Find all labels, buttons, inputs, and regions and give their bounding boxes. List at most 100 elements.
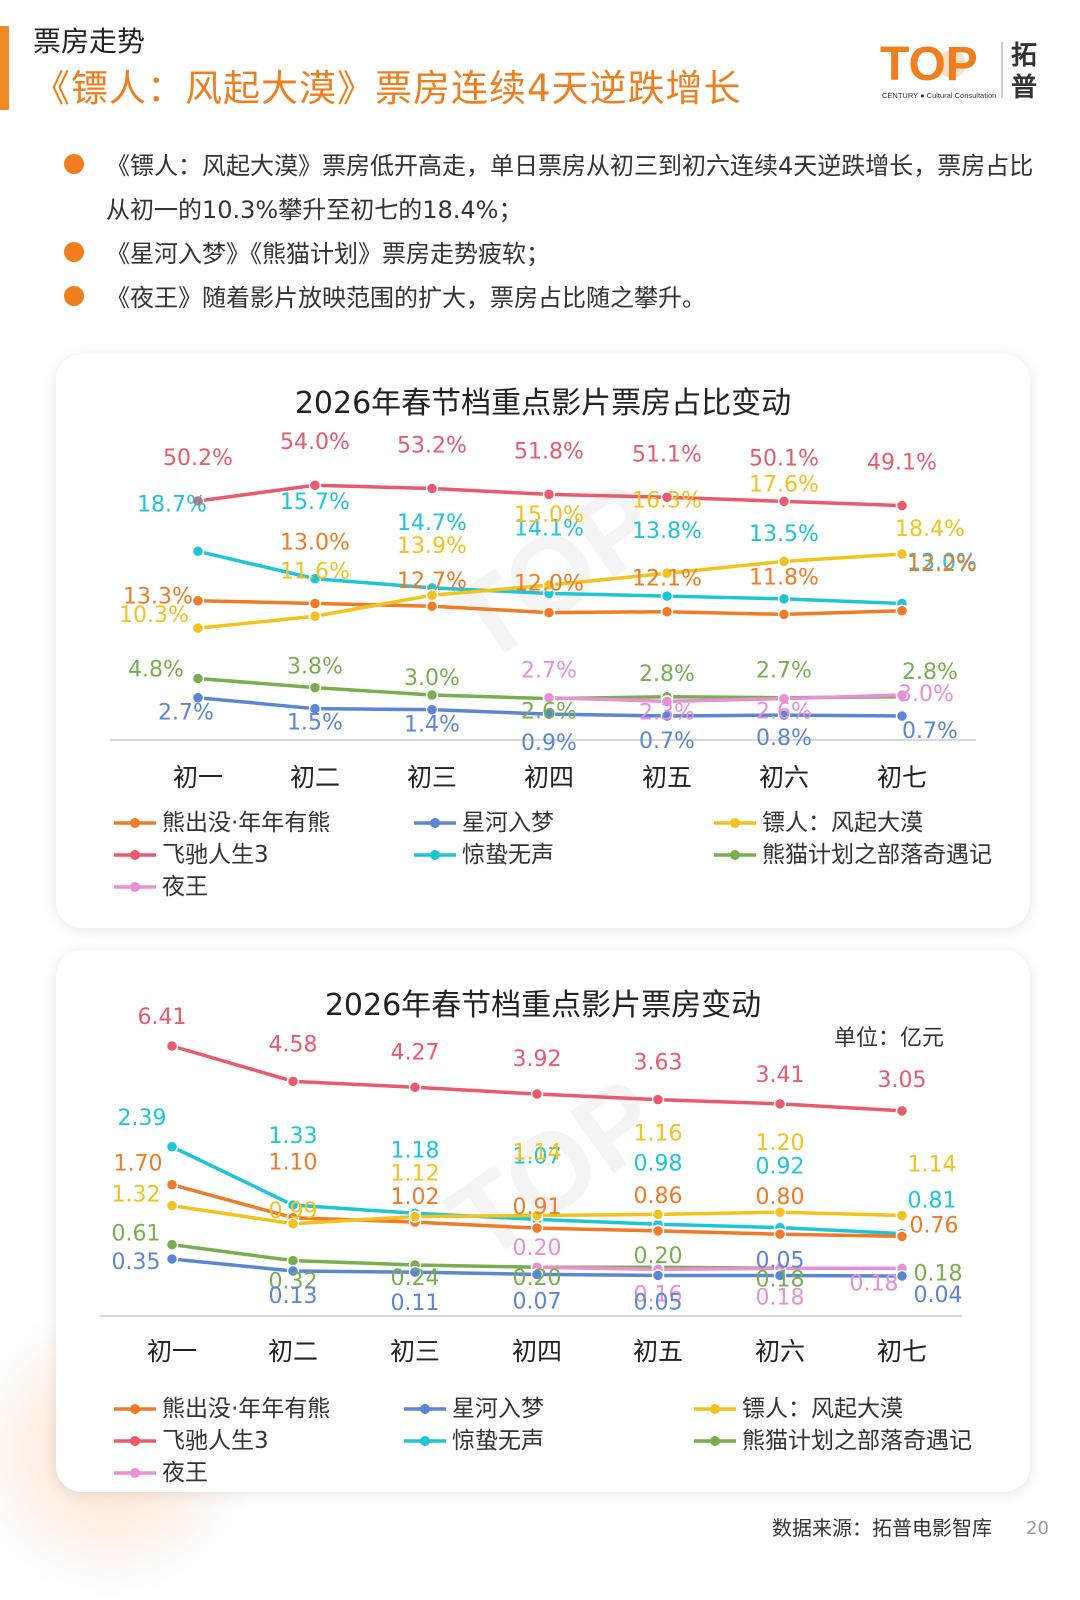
bullet-dot-icon [64, 286, 84, 306]
series-3-data-label: 3.92 [513, 1047, 562, 1072]
series-6-data-label: 0.18 [756, 1285, 805, 1310]
series-0-point [530, 1221, 544, 1235]
series-3-data-label: 49.1% [867, 451, 937, 476]
series-2-point [530, 1209, 544, 1222]
series-5-data-label: 4.8% [128, 657, 184, 682]
series-1-point [542, 707, 556, 721]
series-1-point [773, 1269, 787, 1282]
series-4-data-label: 14.1% [514, 516, 584, 541]
legend-line-icon [114, 1468, 156, 1478]
legend-label: 熊出没·年年有熊 [162, 1396, 331, 1422]
series-4-data-label: 14.7% [397, 511, 467, 536]
legend-line-icon [114, 850, 156, 860]
series-6-data-label: 2.6% [756, 700, 812, 725]
series-2-point [660, 567, 674, 580]
legend-line-icon [694, 1436, 736, 1446]
x-tick-label: 初五 [633, 1337, 683, 1366]
series-1-point [777, 708, 791, 722]
bullet-item: 《镖人：风起大漠》票房低开高走，单日票房从初三到初六连续4天逆跌增长，票房占比从… [60, 144, 1040, 232]
series-2-point [165, 1199, 179, 1212]
series-2-point [425, 588, 439, 602]
series-0-data-label: 13.3% [123, 585, 193, 610]
series-3-point [895, 499, 909, 512]
series-5-data-label: 0.20 [513, 1266, 562, 1291]
logo-subtext: CENTURY ● Cultural Consultation [882, 91, 996, 100]
series-6-data-label: 0.16 [634, 1282, 683, 1307]
share-chart-card: TOP 初一 初二 初三 初四 初五 初六 初七 50.2% 54.0% 53.2% 51.8% 51.… [56, 354, 1030, 928]
series-1-data-label: 0.35 [112, 1250, 161, 1275]
legend-label: 镖人：风起大漠 [762, 810, 923, 836]
series-6-line [536, 1265, 902, 1272]
boxoffice-chart-card: TOP 初一 初二 初三 初四 初五 初六 初七 6.41 4.58 4.27 3.92 3.63 3.4… [56, 950, 1030, 1492]
series-1-point [425, 703, 439, 716]
series-6-point [542, 691, 556, 704]
series-4-point [660, 589, 674, 603]
series-2-data-label: 0.99 [269, 1199, 318, 1224]
series-3-data-label: 50.1% [749, 446, 819, 471]
series-5-point [165, 1238, 179, 1251]
series-0-point [191, 594, 205, 607]
legend-label: 星河入梦 [452, 1396, 544, 1422]
series-4-data-label: 13.0% [907, 550, 977, 575]
legend-line-icon [404, 1404, 446, 1414]
series-5-point [286, 1254, 300, 1267]
series-5-data-label: 0.24 [391, 1266, 440, 1291]
series-6-point [777, 692, 791, 705]
series-4-data-label: 18.7% [137, 492, 207, 517]
series-3-data-label: 4.58 [269, 1032, 318, 1057]
x-tick-label: 初三 [407, 763, 457, 792]
series-3-point [308, 478, 322, 492]
series-3-data-label: 53.2% [397, 434, 467, 459]
series-0-point [660, 605, 674, 618]
series-0-point [895, 604, 909, 618]
series-5-data-label: 2.8% [639, 662, 695, 687]
x-tick-label: 初七 [877, 763, 927, 792]
series-1-point [895, 1269, 909, 1283]
series-1-point [530, 1268, 544, 1281]
series-3-point [165, 1039, 179, 1053]
series-2-point [651, 1208, 665, 1221]
legend-label: 星河入梦 [462, 810, 554, 836]
legend-label: 惊蛰无声 [462, 842, 554, 868]
series-3-point [530, 1087, 544, 1101]
series-3-point [777, 495, 791, 508]
series-2-data-label: 15.0% [514, 503, 584, 528]
series-0-data-label: 0.76 [910, 1213, 959, 1238]
series-1-point [308, 702, 322, 715]
x-tick-label: 初二 [268, 1337, 318, 1366]
logo-text: TOP [880, 38, 978, 91]
series-0-data-label: 1.10 [269, 1151, 318, 1176]
series-2-data-label: 1.14 [908, 1153, 957, 1178]
series-5-data-label: 2.6% [521, 700, 577, 725]
series-4-data-label: 1.33 [269, 1124, 318, 1149]
series-2-data-label: 1.32 [112, 1183, 161, 1208]
series-5-data-label: 0.20 [634, 1244, 683, 1269]
series-2-data-label: 1.12 [391, 1162, 440, 1187]
series-4-data-label: 0.92 [756, 1155, 805, 1180]
series-3-data-label: 4.27 [391, 1040, 440, 1065]
section-label: 票房走势 [33, 25, 146, 58]
series-6-data-label: 3.0% [898, 682, 954, 707]
series-0-point [165, 1178, 179, 1191]
series-6-data-label: 0.20 [513, 1236, 562, 1261]
series-2-data-label: 1.20 [756, 1131, 805, 1156]
series-1-data-label: 2.7% [158, 701, 214, 726]
legend-label: 惊蛰无声 [452, 1428, 544, 1454]
series-1-data-label: 1.4% [404, 713, 460, 738]
series-2-point [308, 610, 322, 623]
series-4-data-label: 15.7% [280, 490, 350, 515]
bullet-list: 《镖人：风起大漠》票房低开高走，单日票房从初三到初六连续4天逆跌增长，票房占比从… [60, 144, 1040, 320]
series-1-data-label: 0.05 [756, 1248, 805, 1273]
title-accent-bar [0, 26, 9, 110]
brand-logo: TOP CENTURY ● Cultural Consultation 拓 普 … [878, 34, 1058, 104]
series-0-data-label: 1.02 [391, 1185, 440, 1210]
legend-line-icon [114, 818, 156, 828]
series-1-point [408, 1265, 422, 1279]
series-0-data-label: 0.80 [756, 1185, 805, 1210]
series-1-data-label: 0.13 [269, 1284, 318, 1309]
series-3-data-label: 50.2% [163, 446, 233, 471]
x-tick-label: 初三 [390, 1337, 440, 1366]
series-4-data-label: 2.39 [118, 1106, 167, 1131]
series-3-point [286, 1075, 300, 1088]
bullet-dot-icon [64, 154, 84, 174]
